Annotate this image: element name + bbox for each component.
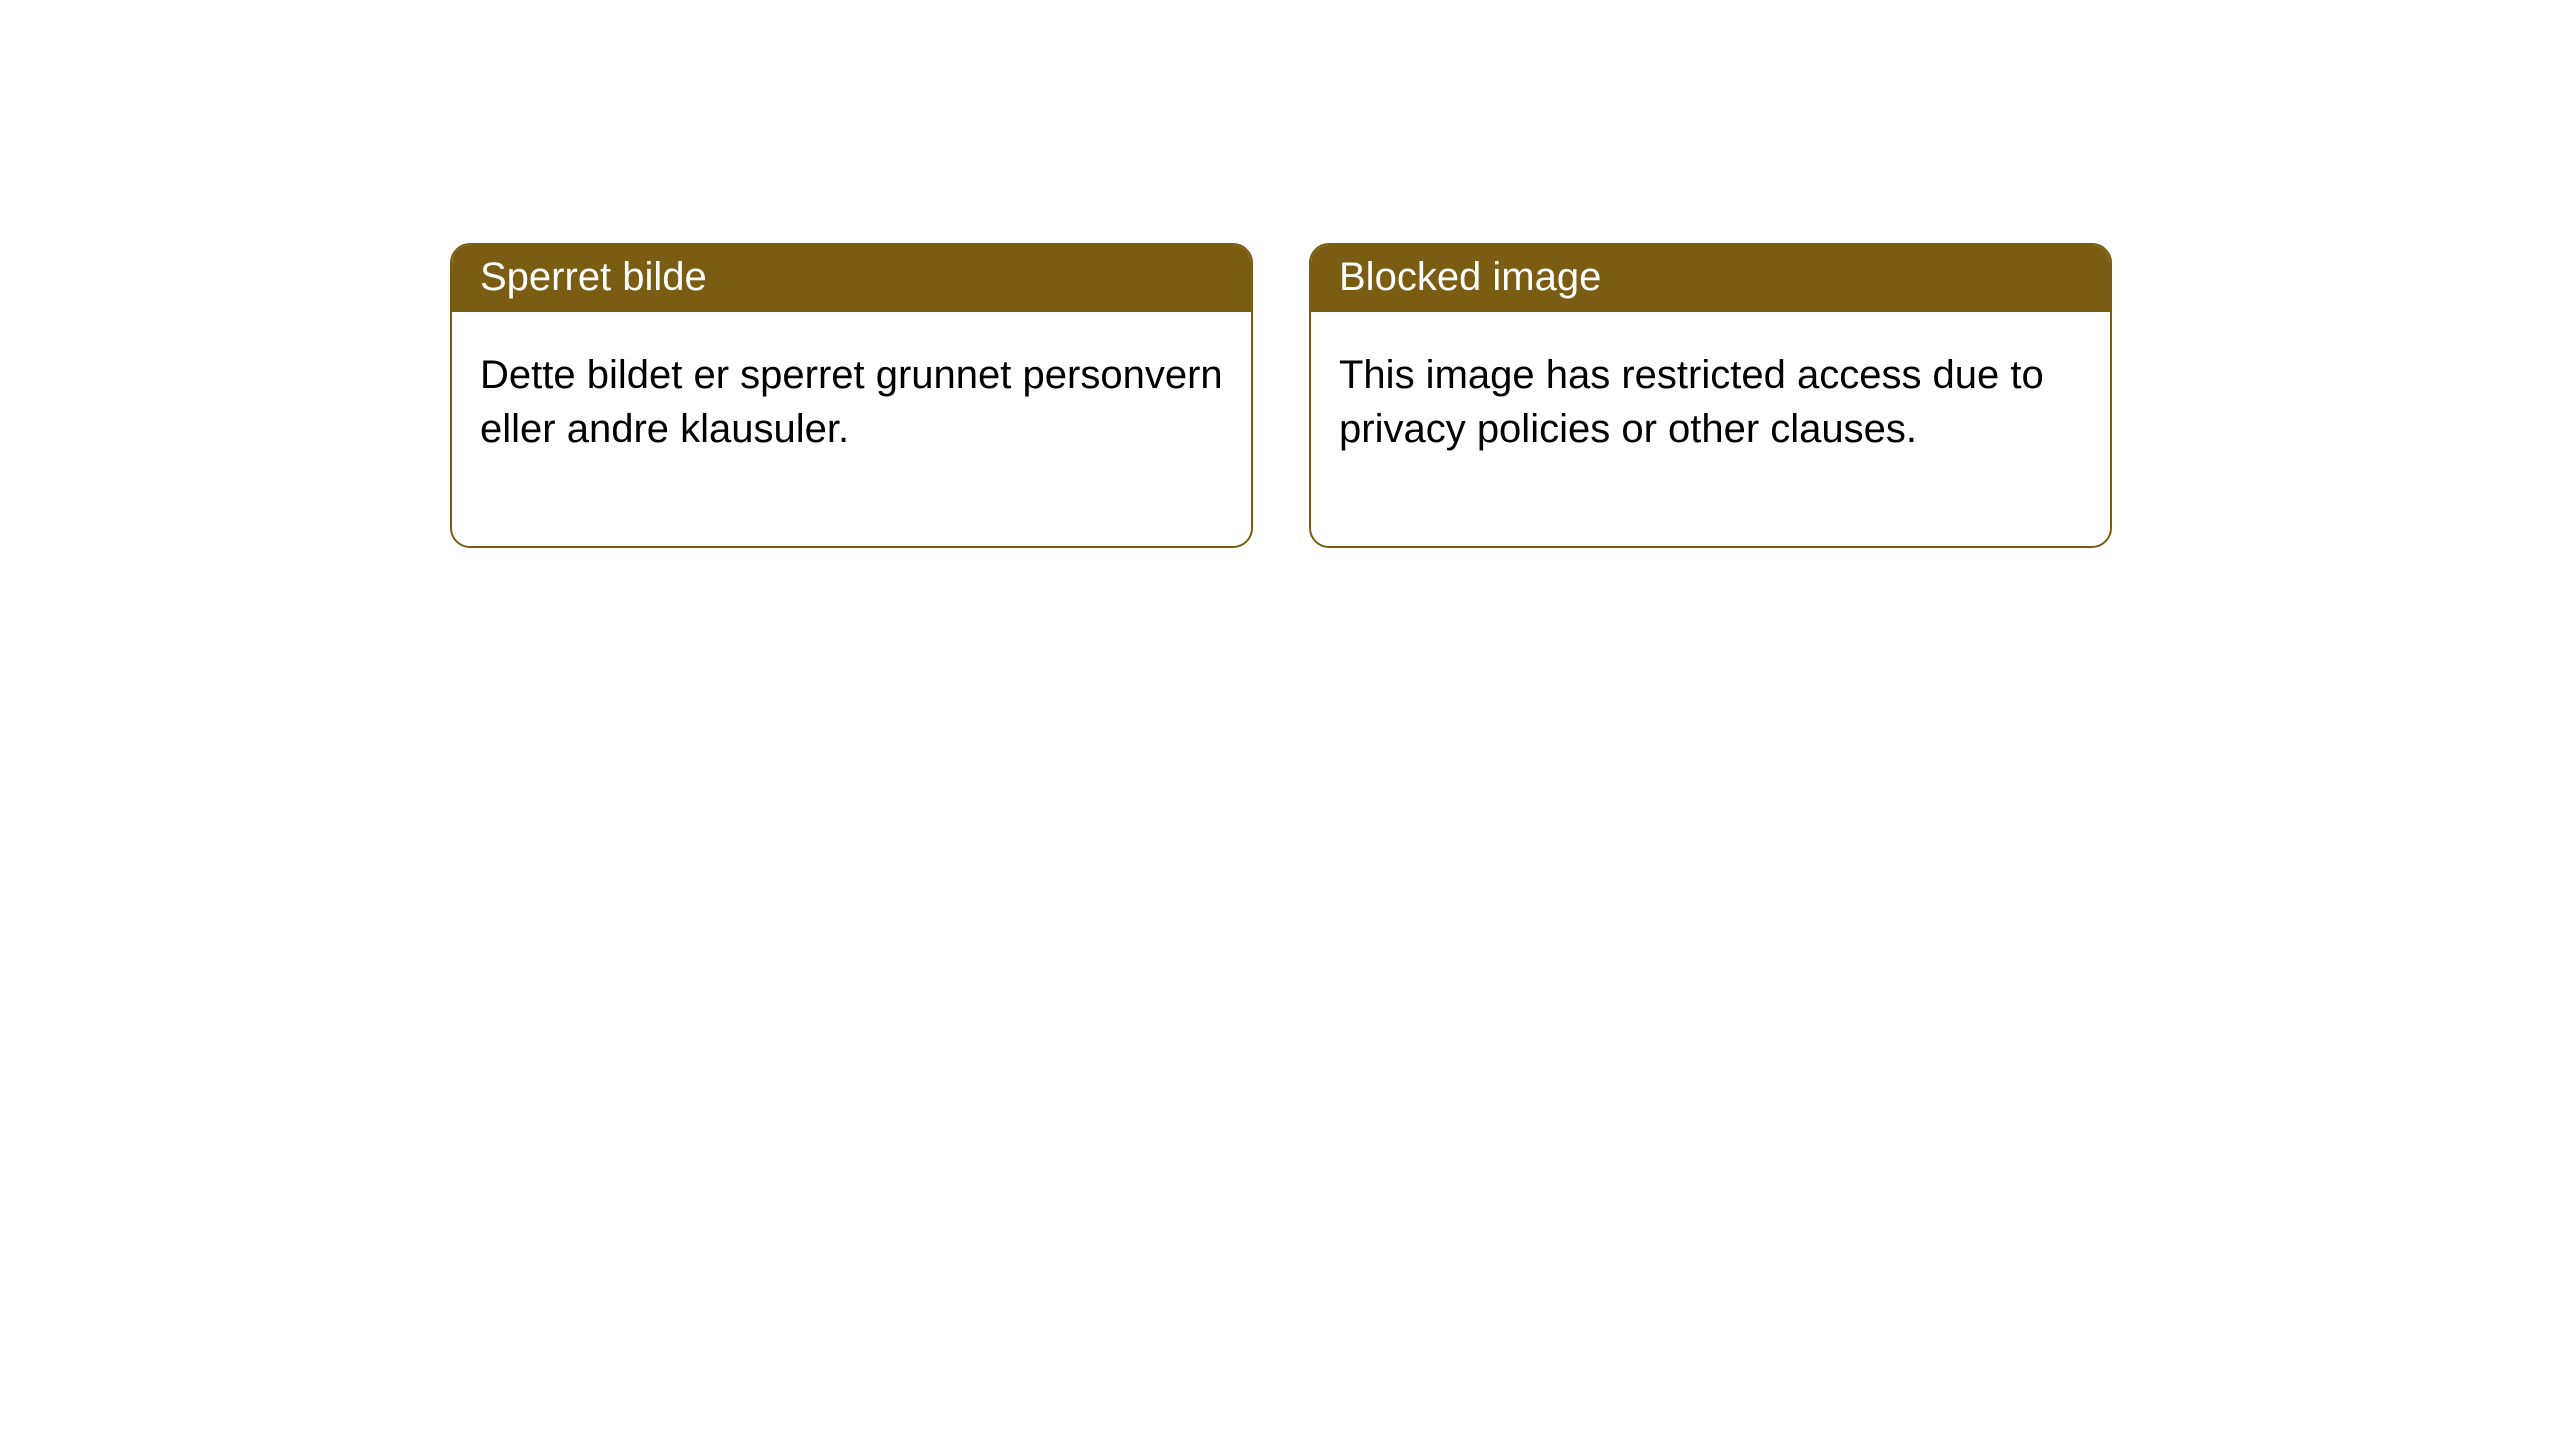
card-header-no: Sperret bilde xyxy=(452,245,1251,312)
cards-container: Sperret bilde Dette bildet er sperret gr… xyxy=(0,0,2560,548)
card-header-en: Blocked image xyxy=(1311,245,2110,312)
blocked-image-card-no: Sperret bilde Dette bildet er sperret gr… xyxy=(450,243,1253,548)
card-body-no: Dette bildet er sperret grunnet personve… xyxy=(452,312,1251,546)
card-body-en: This image has restricted access due to … xyxy=(1311,312,2110,546)
blocked-image-card-en: Blocked image This image has restricted … xyxy=(1309,243,2112,548)
